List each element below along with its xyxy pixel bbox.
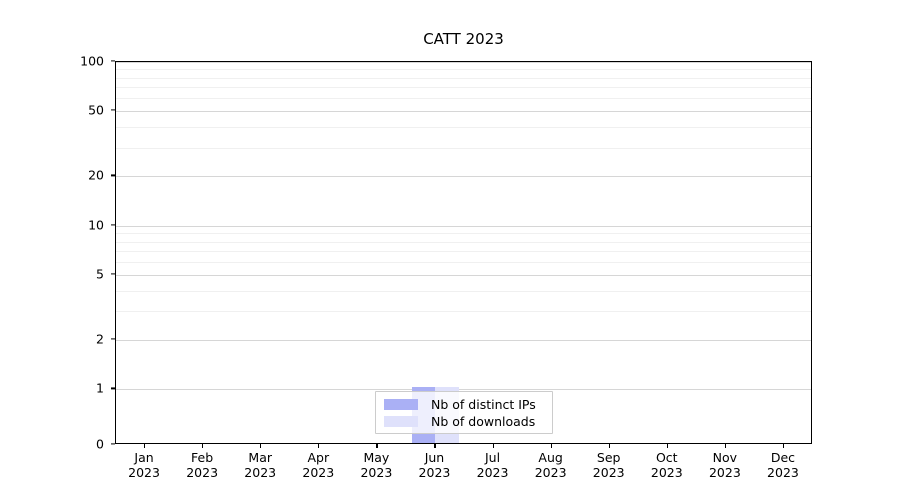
x-tick-mark bbox=[144, 444, 146, 448]
x-tick-year: 2023 bbox=[418, 465, 451, 480]
x-tick-mark bbox=[434, 444, 436, 448]
gridline-minor bbox=[116, 127, 811, 129]
gridline-minor bbox=[116, 262, 811, 264]
y-tick-mark bbox=[111, 387, 115, 390]
gridline-minor bbox=[116, 251, 811, 253]
x-tick-label: May 2023 bbox=[341, 450, 411, 480]
x-tick-year: 2023 bbox=[244, 465, 277, 480]
x-tick-month: Feb bbox=[191, 450, 214, 465]
y-tick-label: 2 bbox=[96, 331, 104, 347]
x-tick-year: 2023 bbox=[360, 465, 393, 480]
y-tick-label: 50 bbox=[88, 102, 104, 118]
y-tick-mark bbox=[111, 60, 115, 62]
gridline-major bbox=[116, 389, 811, 391]
x-tick-mark bbox=[376, 444, 378, 448]
legend-swatch-icon bbox=[384, 399, 418, 410]
y-tick-label: 100 bbox=[80, 53, 104, 69]
x-tick-label: Sep 2023 bbox=[574, 450, 644, 480]
y-tick-mark bbox=[111, 338, 115, 340]
gridline-minor bbox=[116, 98, 811, 100]
x-tick-label: Jul 2023 bbox=[458, 450, 528, 480]
x-tick-month: Oct bbox=[655, 450, 678, 465]
legend-swatch-icon bbox=[384, 416, 418, 427]
x-tick-label: Nov 2023 bbox=[690, 450, 760, 480]
y-tick-mark bbox=[111, 443, 115, 445]
x-tick-mark bbox=[260, 444, 262, 448]
x-tick-year: 2023 bbox=[128, 465, 160, 480]
x-tick-month: Apr bbox=[307, 450, 330, 465]
gridline-minor bbox=[116, 147, 811, 149]
x-tick-mark bbox=[782, 444, 785, 448]
x-tick-year: 2023 bbox=[534, 465, 567, 480]
x-tick-label: Oct 2023 bbox=[632, 450, 702, 480]
gridline-major bbox=[116, 275, 811, 277]
gridline-major bbox=[116, 176, 811, 178]
x-tick-year: 2023 bbox=[767, 465, 799, 480]
x-tick-label: Jan 2023 bbox=[109, 450, 179, 480]
x-tick-month: Nov bbox=[712, 450, 738, 465]
legend-item[interactable]: Nb of downloads bbox=[384, 414, 544, 429]
y-tick-label: 10 bbox=[88, 217, 104, 233]
y-tick-label: 1 bbox=[96, 380, 104, 396]
x-tick-mark bbox=[318, 444, 320, 448]
x-tick-year: 2023 bbox=[708, 465, 741, 480]
legend-label: Nb of downloads bbox=[431, 413, 536, 429]
x-tick-mark bbox=[492, 444, 494, 448]
x-tick-month: Dec bbox=[770, 450, 796, 465]
x-tick-mark bbox=[202, 444, 204, 448]
x-tick-year: 2023 bbox=[186, 465, 219, 480]
x-tick-label: Feb 2023 bbox=[167, 450, 237, 480]
x-tick-year: 2023 bbox=[650, 465, 683, 480]
x-tick-year: 2023 bbox=[476, 465, 509, 480]
x-tick-month: Jan bbox=[134, 450, 154, 465]
gridline-minor bbox=[116, 290, 811, 292]
gridline-major bbox=[116, 340, 811, 342]
gridline-major bbox=[116, 225, 811, 227]
x-tick-label: Aug 2023 bbox=[516, 450, 586, 480]
chart-legend: Nb of distinct IPs Nb of downloads bbox=[375, 391, 553, 434]
x-tick-month: Jul bbox=[484, 450, 501, 465]
plot-area bbox=[115, 61, 812, 444]
x-tick-mark bbox=[666, 444, 668, 448]
gridline-major bbox=[116, 111, 811, 113]
y-tick-label: 0 bbox=[96, 436, 104, 452]
legend-item[interactable]: Nb of distinct IPs bbox=[384, 397, 544, 412]
gridline-minor bbox=[116, 311, 811, 313]
x-axis: Jan 2023 Feb 2023 Mar 2023 Apr 2023 May 2023 Jun 20… bbox=[115, 444, 812, 494]
x-tick-mark bbox=[724, 444, 727, 448]
y-tick-label: 5 bbox=[96, 266, 104, 282]
x-tick-month: May bbox=[363, 450, 390, 465]
x-tick-month: Sep bbox=[596, 450, 621, 465]
x-tick-year: 2023 bbox=[302, 465, 335, 480]
x-tick-label: Mar 2023 bbox=[225, 450, 295, 480]
x-tick-month: Aug bbox=[538, 450, 563, 465]
gridline-minor bbox=[116, 87, 811, 89]
x-tick-month: Mar bbox=[248, 450, 272, 465]
y-tick-mark bbox=[111, 224, 115, 226]
legend-label: Nb of distinct IPs bbox=[431, 396, 536, 412]
x-tick-label: Dec 2023 bbox=[748, 450, 818, 480]
x-tick-mark bbox=[608, 444, 610, 448]
y-tick-mark bbox=[111, 109, 115, 111]
y-tick-label: 20 bbox=[88, 167, 104, 183]
x-tick-month: Jun bbox=[424, 450, 445, 465]
x-tick-label: Apr 2023 bbox=[283, 450, 353, 480]
x-tick-label: Jun 2023 bbox=[399, 450, 469, 480]
y-tick-mark bbox=[111, 273, 115, 275]
gridline-minor bbox=[116, 77, 811, 79]
y-axis: 0 1 2 5 10 20 50 100 bbox=[58, 55, 115, 451]
chart-title: CATT 2023 bbox=[423, 30, 504, 48]
x-tick-mark bbox=[550, 444, 552, 448]
x-tick-year: 2023 bbox=[592, 465, 625, 480]
gridline-major bbox=[116, 62, 811, 63]
y-tick-mark bbox=[111, 174, 115, 177]
gridline-minor bbox=[116, 69, 811, 71]
gridline-minor bbox=[116, 241, 811, 243]
gridline-minor bbox=[116, 233, 811, 235]
